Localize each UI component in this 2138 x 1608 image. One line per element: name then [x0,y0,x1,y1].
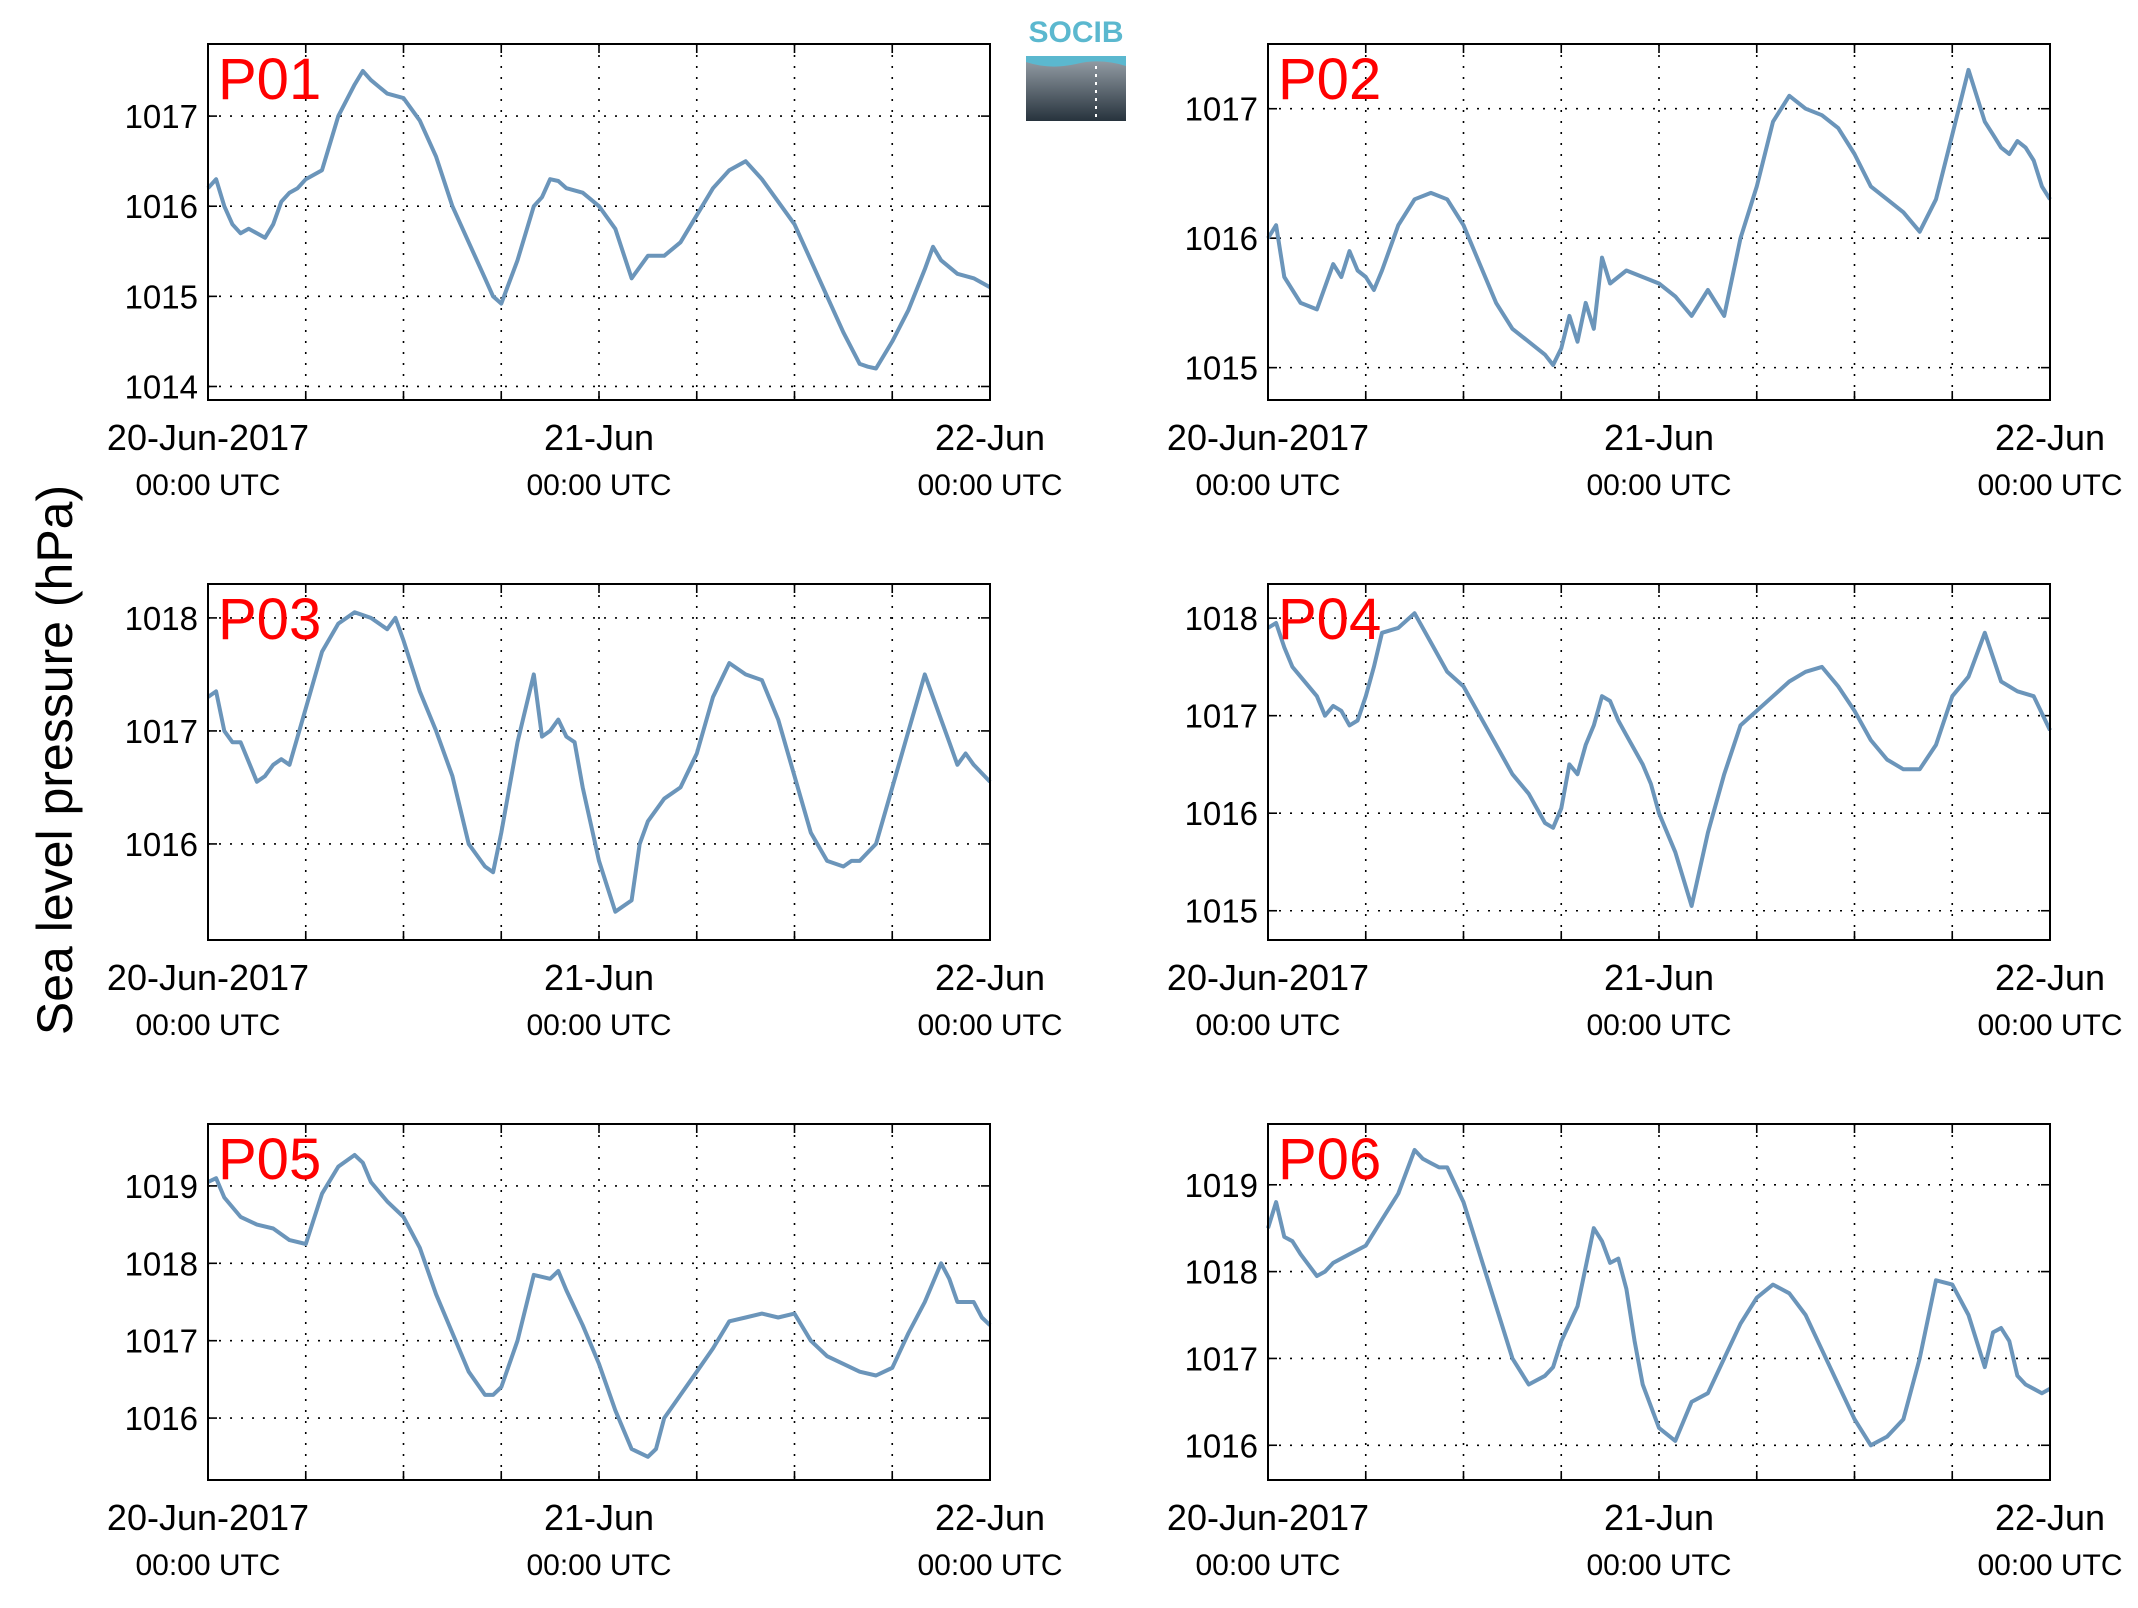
x-tick-label-date: 22-Jun [1995,417,2105,458]
x-tick-label-date: 20-Jun-2017 [107,957,309,998]
x-tick-label-date: 20-Jun-2017 [1167,957,1369,998]
x-tick-label-time: 00:00 UTC [917,469,1062,502]
x-tick-label-time: 00:00 UTC [1195,1009,1340,1042]
plot-frame [207,1123,991,1481]
x-tick-label-date: 21-Jun [544,417,654,458]
y-tick-label: 1018 [1185,1254,1258,1291]
x-tick-label-date: 21-Jun [544,957,654,998]
x-tick-label-date: 22-Jun [935,417,1045,458]
x-tick-label-date: 20-Jun-2017 [107,1497,309,1538]
x-tick-label-time: 00:00 UTC [1977,469,2122,502]
y-tick-label: 1017 [125,1323,198,1360]
y-tick-label: 1017 [1185,91,1258,128]
x-tick-label-time: 00:00 UTC [1586,1549,1731,1582]
x-tick-label-time: 00:00 UTC [1586,469,1731,502]
x-tick-label-time: 00:00 UTC [135,1009,280,1042]
logo-text: SOCIB [1028,16,1123,49]
y-tick-label: 1015 [1185,893,1258,930]
panel-p03: 1016 1017 1018 P03 20-Jun-2017 00:00 UTC 21-Ju… [107,583,1063,1042]
logo-wave [1026,56,1126,67]
x-tick-label-time: 00:00 UTC [1977,1009,2122,1042]
panel-label: P05 [218,1127,321,1192]
x-tick-label-date: 22-Jun [1995,957,2105,998]
y-tick-label: 1017 [1185,698,1258,735]
pressure-series-line [206,69,991,371]
y-axis-label: Sea level pressure (hPa) [27,485,83,1035]
plot-frame [1267,1123,2051,1481]
y-tick-label: 1014 [125,368,198,405]
y-tick-label: 1019 [1185,1167,1258,1204]
y-tick-label: 1016 [1185,220,1258,257]
y-tick-label: 1016 [125,1400,198,1437]
x-tick-label-time: 00:00 UTC [917,1009,1062,1042]
y-tick-label: 1016 [1185,1427,1258,1464]
y-tick-label: 1019 [125,1168,198,1205]
panel-p06: 1016 1017 1018 1019 P06 20-Jun-2017 00:00 UTC 2… [1167,1123,2123,1582]
x-tick-label-time: 00:00 UTC [1195,469,1340,502]
x-tick-label-time: 00:00 UTC [1586,1009,1731,1042]
x-tick-label-time: 00:00 UTC [1195,1549,1340,1582]
x-tick-label-date: 20-Jun-2017 [1167,1497,1369,1538]
plot-frame [1267,43,2051,401]
x-tick-label-date: 22-Jun [935,1497,1045,1538]
x-tick-label-time: 00:00 UTC [526,1009,671,1042]
x-tick-label-time: 00:00 UTC [526,469,671,502]
panel-p02: 1015 1016 1017 P02 20-Jun-2017 00:00 UTC 21-Ju… [1167,43,2123,502]
pressure-series-line [1266,611,2052,908]
pressure-series-line [206,610,992,914]
x-tick-label-date: 21-Jun [1604,957,1714,998]
x-tick-label-time: 00:00 UTC [917,1549,1062,1582]
y-tick-label: 1018 [125,600,198,637]
y-tick-label: 1016 [125,188,198,225]
panels: 1014 1015 1016 1017 P01 20-Jun-2017 00:00 UTC 2… [107,43,2123,1582]
x-tick-label-time: 00:00 UTC [526,1549,671,1582]
panel-p05: 1016 1017 1018 1019 P05 20-Jun-2017 00:00 UTC 2… [107,1123,1063,1582]
pressure-series-line [207,1153,992,1459]
x-tick-label-time: 00:00 UTC [135,1549,280,1582]
plot-frame [207,43,991,401]
y-tick-label: 1015 [125,278,198,315]
x-tick-label-date: 20-Jun-2017 [107,417,309,458]
panel-p01: 1014 1015 1016 1017 P01 20-Jun-2017 00:00 UTC 2… [107,43,1063,502]
x-tick-label-date: 20-Jun-2017 [1167,417,1369,458]
y-tick-label: 1017 [125,98,198,135]
y-tick-label: 1017 [1185,1340,1258,1377]
x-tick-label-time: 00:00 UTC [135,469,280,502]
x-tick-label-time: 00:00 UTC [1977,1549,2122,1582]
y-tick-label: 1018 [1185,600,1258,637]
socib-logo: SOCIB [1026,16,1126,121]
x-tick-label-date: 22-Jun [935,957,1045,998]
x-tick-label-date: 21-Jun [1604,1497,1714,1538]
pressure-series-line [1266,67,2052,367]
panel-label: P04 [1278,587,1381,652]
panel-label: P03 [218,587,321,652]
panel-label: P02 [1278,47,1381,112]
panel-label: P06 [1278,1127,1381,1192]
logo-mark [1026,56,1126,121]
y-tick-label: 1016 [1185,795,1258,832]
panel-p04: 1015 1016 1017 1018 P04 20-Jun-2017 00:00 UTC 2… [1167,583,2123,1042]
plot-frame [207,583,991,941]
y-tick-label: 1017 [125,713,198,750]
x-tick-label-date: 22-Jun [1995,1497,2105,1538]
x-tick-label-date: 21-Jun [544,1497,654,1538]
y-tick-label: 1015 [1185,350,1258,387]
y-tick-label: 1016 [125,826,198,863]
plot-frame [1267,583,2051,941]
pressure-series-line [1266,1148,2051,1448]
panel-label: P01 [218,47,321,112]
x-tick-label-date: 21-Jun [1604,417,1714,458]
y-tick-label: 1018 [125,1245,198,1282]
